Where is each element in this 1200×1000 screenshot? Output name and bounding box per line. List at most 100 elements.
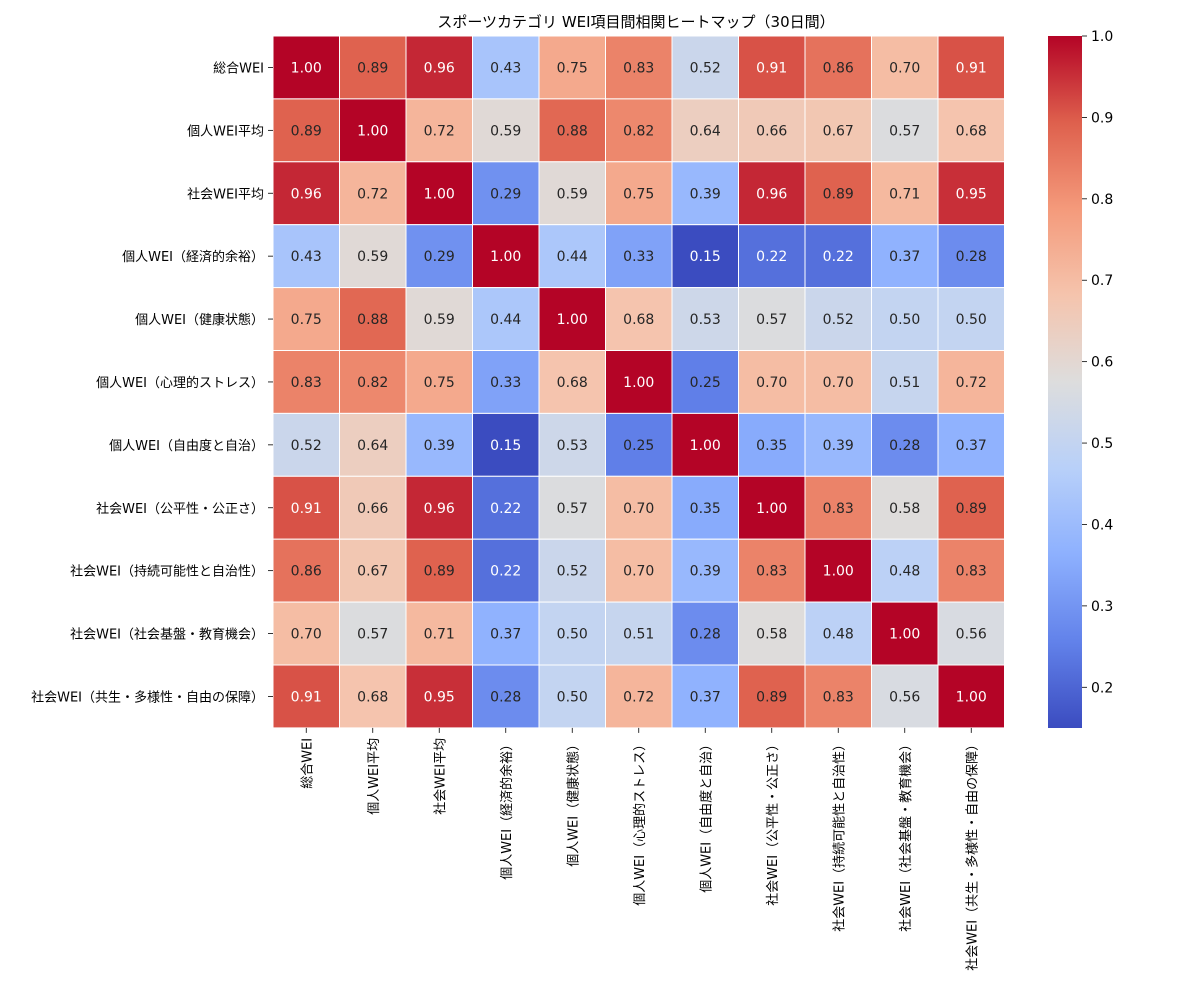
heatmap-value-6-1: 0.64	[357, 438, 388, 454]
col-label-9: 社会WEI（社会基盤・教育機会）	[898, 738, 914, 932]
heatmap-cell-7-6	[671, 475, 739, 540]
heatmap-cell-10-10	[937, 664, 1005, 729]
heatmap-value-1-0: 0.89	[291, 123, 322, 139]
heatmap-cells	[272, 35, 1005, 729]
heatmap-cell-9-0	[272, 601, 340, 666]
heatmap-value-8-1: 0.67	[357, 564, 388, 580]
heatmap-value-1-5: 0.82	[623, 123, 654, 139]
heatmap-value-3-9: 0.37	[889, 249, 920, 265]
heatmap-cell-5-0	[272, 350, 340, 414]
row-label-2: 社会WEI平均	[187, 186, 264, 202]
heatmap-value-8-10: 0.83	[956, 564, 987, 580]
heatmap-value-9-3: 0.37	[490, 627, 521, 643]
col-label-6: 個人WEI（自由度と自治）	[698, 738, 714, 893]
heatmap-cell-2-5	[605, 161, 673, 226]
heatmap-value-3-8: 0.22	[823, 249, 854, 265]
heatmap-value-6-5: 0.25	[623, 438, 654, 454]
heatmap-value-4-1: 0.88	[357, 312, 388, 328]
col-label-3: 個人WEI（経済的余裕）	[499, 738, 515, 880]
heatmap-cell-10-7	[738, 664, 806, 729]
col-label-5: 個人WEI（心理的ストレス）	[632, 738, 648, 906]
heatmap-cell-7-9	[871, 475, 939, 540]
heatmap-value-0-6: 0.52	[690, 60, 721, 76]
heatmap-value-10-4: 0.50	[557, 689, 588, 705]
heatmap-cell-10-2	[405, 664, 473, 729]
heatmap-value-3-4: 0.44	[557, 249, 588, 265]
heatmap-value-4-3: 0.44	[490, 312, 521, 328]
col-label-8: 社会WEI（持続可能性と自治性）	[831, 738, 847, 932]
heatmap-cell-4-5	[605, 287, 673, 352]
heatmap-cell-4-8	[804, 287, 872, 352]
heatmap-cell-5-5	[605, 350, 673, 414]
heatmap-value-2-2: 1.00	[424, 186, 455, 202]
colorbar-tick-label-3: 0.5	[1091, 436, 1113, 452]
heatmap-value-1-4: 0.88	[557, 123, 588, 139]
heatmap-cell-7-10	[937, 475, 1005, 540]
heatmap-cell-1-5	[605, 98, 673, 163]
heatmap-cell-6-10	[937, 412, 1005, 477]
heatmap-cell-6-2	[405, 412, 473, 477]
heatmap-value-9-1: 0.57	[357, 627, 388, 643]
row-label-5: 個人WEI（心理的ストレス）	[96, 375, 264, 391]
heatmap-value-3-3: 1.00	[490, 249, 521, 265]
heatmap-cell-9-8	[804, 601, 872, 666]
heatmap-cell-8-9	[871, 538, 939, 603]
heatmap-value-1-3: 0.59	[490, 123, 521, 139]
heatmap-cell-8-0	[272, 538, 340, 603]
heatmap-value-1-2: 0.72	[424, 123, 455, 139]
heatmap-cell-0-0	[272, 35, 340, 100]
heatmap-value-8-8: 1.00	[823, 564, 854, 580]
heatmap-value-2-1: 0.72	[357, 186, 388, 202]
heatmap-cell-7-4	[538, 475, 606, 540]
heatmap-value-10-9: 0.56	[889, 689, 920, 705]
colorbar-tick-label-4: 0.6	[1091, 355, 1113, 371]
heatmap-cell-9-5	[605, 601, 673, 666]
heatmap-value-0-1: 0.89	[357, 60, 388, 76]
heatmap-value-0-9: 0.70	[889, 60, 920, 76]
heatmap-value-0-0: 1.00	[291, 60, 322, 76]
heatmap-cell-3-9	[871, 224, 939, 289]
heatmap-cell-labels: 1.00 0.89 0.96 0.43 0.75 0.83 0.52 0.91 0.86 0.70…	[291, 60, 987, 705]
heatmap-cell-4-4	[538, 287, 606, 352]
heatmap-cell-0-7	[738, 35, 806, 100]
heatmap-value-7-7: 1.00	[756, 501, 787, 517]
heatmap-value-6-3: 0.15	[490, 438, 521, 454]
heatmap-value-3-0: 0.43	[291, 249, 322, 265]
heatmap-value-7-2: 0.96	[424, 501, 455, 517]
heatmap-value-8-3: 0.22	[490, 564, 521, 580]
col-label-1: 個人WEI平均	[367, 738, 382, 815]
heatmap-value-7-10: 0.89	[956, 501, 987, 517]
heatmap-cell-6-9	[871, 412, 939, 477]
row-label-6: 個人WEI（自由度と自治）	[109, 438, 264, 454]
heatmap-value-3-6: 0.15	[690, 249, 721, 265]
heatmap-value-3-7: 0.22	[756, 249, 787, 265]
heatmap-cell-5-3	[472, 350, 540, 414]
heatmap-value-2-8: 0.89	[823, 186, 854, 202]
heatmap-cell-1-10	[937, 98, 1005, 163]
heatmap-value-10-2: 0.95	[424, 689, 455, 705]
colorbar-tick-label-0: 0.2	[1091, 680, 1113, 696]
colorbar-tick-label-8: 1.0	[1091, 29, 1113, 45]
heatmap-value-5-5: 1.00	[623, 375, 654, 391]
heatmap-cell-3-10	[937, 224, 1005, 289]
heatmap-cell-8-6	[671, 538, 739, 603]
heatmap-value-10-6: 0.37	[690, 689, 721, 705]
heatmap-cell-2-2	[405, 161, 473, 226]
heatmap-value-9-6: 0.28	[690, 627, 721, 643]
heatmap-value-2-10: 0.95	[956, 186, 987, 202]
heatmap-value-9-4: 0.50	[557, 627, 588, 643]
heatmap-cell-2-4	[538, 161, 606, 226]
col-label-4: 個人WEI（健康状態）	[565, 738, 581, 867]
heatmap-cell-6-0	[272, 412, 340, 477]
heatmap-value-10-3: 0.28	[490, 689, 521, 705]
heatmap-value-9-8: 0.48	[823, 627, 854, 643]
heatmap-value-5-8: 0.70	[823, 375, 854, 391]
heatmap-value-0-4: 0.75	[557, 60, 588, 76]
heatmap-value-9-0: 0.70	[291, 627, 322, 643]
heatmap-value-4-4: 1.00	[557, 312, 588, 328]
col-label-7: 社会WEI（公平性・公正さ）	[765, 738, 781, 906]
heatmap-value-9-10: 0.56	[956, 627, 987, 643]
heatmap-value-10-7: 0.89	[756, 689, 787, 705]
heatmap-value-0-7: 0.91	[756, 60, 787, 76]
heatmap-value-8-5: 0.70	[623, 564, 654, 580]
